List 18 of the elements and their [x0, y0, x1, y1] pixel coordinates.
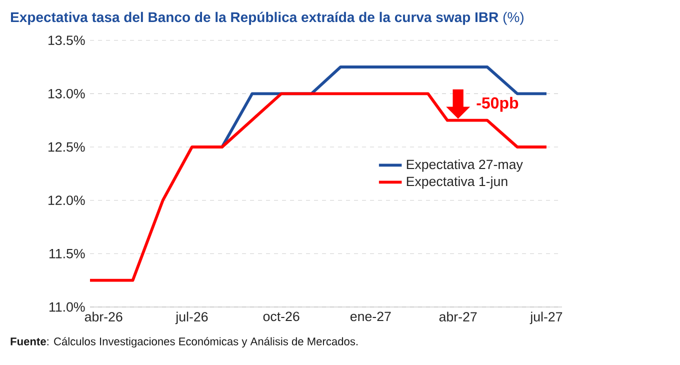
y-tick-label: 11.0%: [50, 302, 85, 312]
y-tick-label: 13.5%: [48, 36, 85, 46]
legend-label: Expectativa 1-jun: [406, 176, 508, 189]
line-series: [88, 92, 548, 282]
x-tick-label: ene-27: [350, 312, 391, 322]
x-tick-label: jul-27: [530, 312, 562, 324]
y-tick-label: 12.5%: [48, 142, 85, 152]
legend-label: Expectativa 27-may: [406, 159, 523, 172]
x-tick-label: jul-26: [175, 312, 208, 324]
text: Fuente: Cálculos Investigaciones Económicas y Análisis de Mercados.: [10, 337, 358, 348]
annotation: -50pb: [476, 96, 518, 112]
y-tick-label: 13.0%: [48, 88, 85, 98]
y-tick-label: 12.0%: [48, 196, 85, 206]
x-tick-label: abr-26: [84, 312, 122, 322]
x-tick-label: oct-26: [263, 312, 300, 322]
chart-title: Expectativa tasa del Banco de la República extraída de la curva swap IBR (%): [10, 12, 524, 25]
y-tick-label: 11.5%: [50, 248, 85, 258]
x-tick-label: abr-27: [439, 312, 477, 322]
